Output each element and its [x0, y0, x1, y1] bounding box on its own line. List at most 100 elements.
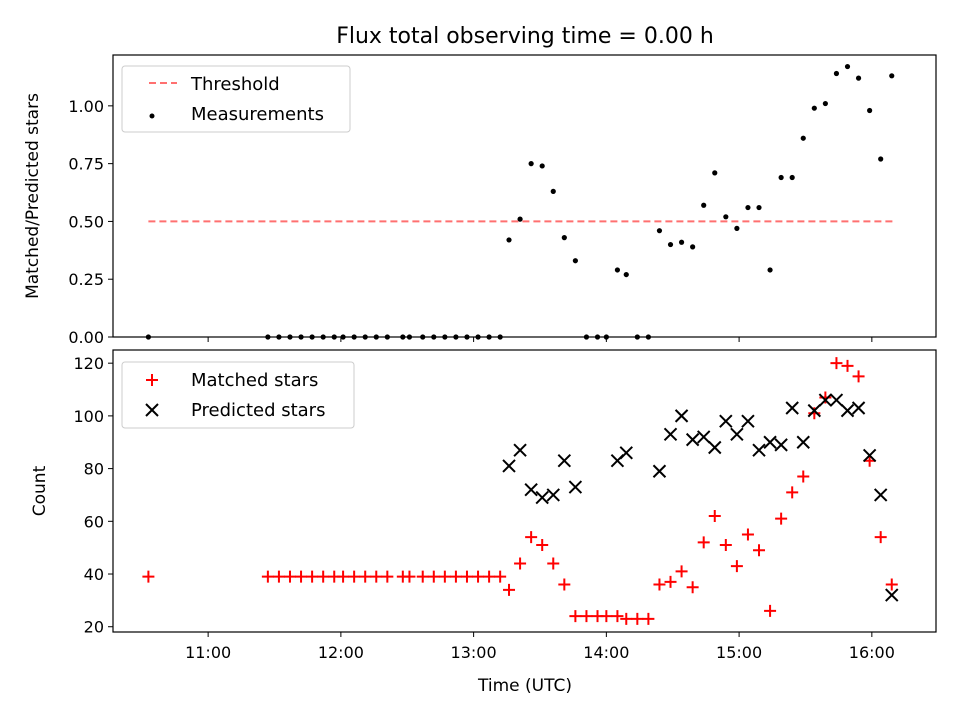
- measurement-point: [298, 334, 304, 340]
- predicted-star-point: [807, 403, 822, 418]
- matched-star-point: [416, 570, 429, 583]
- legend-matched-swatch: [146, 374, 158, 386]
- count-points-group: [142, 357, 899, 625]
- bottom-y-tick-label: 40: [84, 565, 104, 584]
- predicted-star-point: [862, 448, 877, 463]
- bottom-y-tick-label: 20: [84, 618, 104, 637]
- measurement-point: [400, 334, 406, 340]
- top-x-ticks: [207, 337, 873, 342]
- predicted-star-point: [674, 409, 689, 423]
- matched-star-point: [642, 612, 655, 625]
- measurement-point: [486, 334, 492, 340]
- measurement-point: [767, 267, 773, 273]
- matched-star-point: [438, 570, 451, 583]
- matched-star-point: [580, 610, 593, 623]
- matched-star-point: [686, 581, 699, 594]
- predicted-star-point: [685, 432, 700, 447]
- measurement-point: [351, 334, 357, 340]
- predicted-star-point: [752, 443, 766, 457]
- measurement-point: [690, 244, 696, 250]
- top-y-axis-label: Matched/Predicted stars: [23, 93, 43, 299]
- measurement-point: [723, 214, 729, 220]
- predicted-star-point: [535, 490, 549, 505]
- matched-star-point: [295, 570, 308, 583]
- matched-star-point: [142, 570, 155, 583]
- measurement-point: [811, 105, 817, 111]
- legend-matched-label: Matched stars: [191, 370, 318, 391]
- measurement-point: [453, 334, 459, 340]
- x-axis-label: Time (UTC): [477, 676, 572, 696]
- matched-star-point: [808, 407, 821, 420]
- measurement-point: [800, 135, 806, 141]
- predicted-star-point: [663, 427, 678, 442]
- matched-star-point: [753, 544, 766, 557]
- matched-star-point: [741, 528, 754, 541]
- bottom-legend-box: [121, 361, 355, 429]
- predicted-star-point: [885, 588, 899, 602]
- measurement-point: [320, 334, 326, 340]
- predicted-star-point: [708, 440, 722, 455]
- predicted-star-point: [546, 488, 560, 502]
- measurement-point: [594, 334, 601, 340]
- matched-star-point: [427, 570, 440, 583]
- matched-star-point: [483, 570, 496, 583]
- matched-star-point: [653, 578, 666, 591]
- predicted-star-point: [851, 401, 866, 415]
- predicted-star-point: [829, 393, 844, 407]
- matched-star-point: [403, 570, 416, 583]
- measurement-point: [331, 334, 337, 340]
- bottom-y-tick-label: 100: [73, 407, 104, 426]
- top-y-ticks: 0.00 0.25 0.50 0.75 1.00: [68, 97, 113, 347]
- measurement-point: [384, 334, 390, 340]
- measurement-point: [406, 334, 413, 340]
- matched-star-point: [841, 359, 854, 372]
- matched-star-point: [764, 604, 777, 617]
- bottom-panel: 20 40 60 80 100 120 11:00 12:00 13:00 14:00 15:00…: [30, 349, 937, 696]
- measurement-point: [309, 334, 315, 340]
- predicted-star-point: [730, 427, 744, 442]
- predicted-star-point: [796, 435, 810, 449]
- matched-star-point: [852, 370, 865, 383]
- predicted-star-point: [785, 401, 799, 415]
- measurement-point: [701, 202, 707, 208]
- bottom-legend: Matched stars Predicted stars: [121, 361, 355, 429]
- measurement-point: [734, 225, 740, 231]
- matched-star-point: [283, 570, 296, 583]
- measurement-point: [572, 258, 578, 264]
- bottom-y-ticks: 20 40 60 80 100 120: [73, 354, 113, 637]
- predicted-star-point: [818, 393, 833, 407]
- predicted-star-point: [568, 480, 583, 494]
- matched-star-point: [514, 557, 527, 570]
- predicted-star-point: [502, 459, 516, 473]
- bottom-y-tick-label: 60: [84, 512, 104, 531]
- top-legend-box: [121, 65, 351, 133]
- matched-star-point: [449, 570, 462, 583]
- measurement-point: [276, 334, 282, 340]
- top-y-tick-label: 1.00: [68, 97, 104, 116]
- predicted-star-point: [719, 414, 733, 428]
- predicted-star-point: [513, 443, 527, 457]
- measurement-point: [506, 237, 512, 243]
- bottom-x-tick-label: 16:00: [849, 643, 895, 662]
- matched-star-point: [317, 570, 330, 583]
- bottom-x-tick-label: 14:00: [583, 643, 629, 662]
- predicted-star-point: [524, 482, 538, 497]
- measurement-point: [745, 204, 751, 211]
- matched-star-point: [337, 570, 350, 583]
- predicted-star-point: [557, 453, 572, 468]
- measurement-point: [420, 334, 426, 340]
- measurement-point: [878, 156, 884, 162]
- measurement-point: [778, 174, 784, 181]
- legend-threshold-label: Threshold: [190, 74, 280, 95]
- predicted-star-point: [619, 446, 633, 460]
- predicted-star-point: [741, 414, 755, 428]
- measurement-point: [362, 334, 368, 340]
- measurement-point: [667, 241, 674, 248]
- measurement-point: [373, 334, 379, 340]
- measurement-point: [528, 161, 534, 167]
- matched-star-point: [494, 570, 507, 583]
- measurement-point: [497, 334, 503, 340]
- matched-star-point: [664, 575, 677, 588]
- measurement-point: [756, 204, 762, 211]
